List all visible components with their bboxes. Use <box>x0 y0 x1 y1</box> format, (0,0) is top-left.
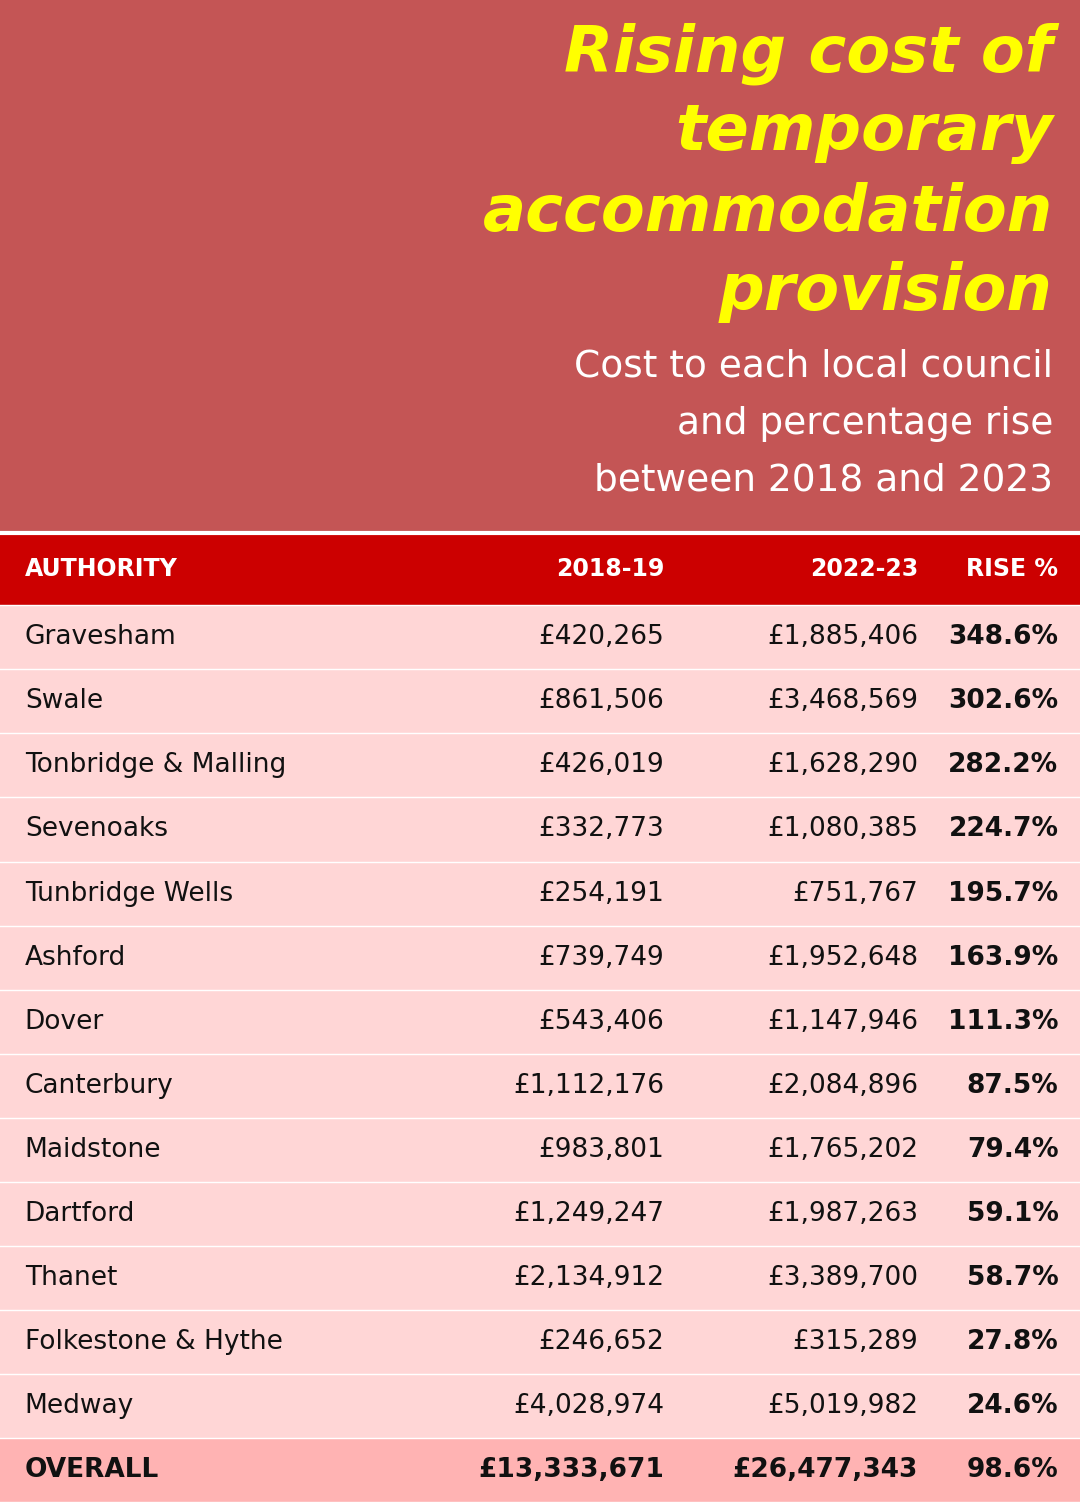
Text: £426,019: £426,019 <box>539 753 664 778</box>
Text: 2022-23: 2022-23 <box>810 557 918 581</box>
Text: £332,773: £332,773 <box>539 817 664 843</box>
Text: 58.7%: 58.7% <box>967 1265 1058 1290</box>
Text: £315,289: £315,289 <box>793 1329 918 1355</box>
Text: £3,468,569: £3,468,569 <box>767 688 918 715</box>
Text: and percentage rise: and percentage rise <box>677 406 1053 442</box>
Text: 79.4%: 79.4% <box>967 1137 1058 1163</box>
Text: 163.9%: 163.9% <box>948 945 1058 970</box>
Text: 195.7%: 195.7% <box>948 880 1058 907</box>
Text: £1,952,648: £1,952,648 <box>767 945 918 970</box>
Text: £13,333,671: £13,333,671 <box>478 1457 664 1482</box>
Text: £861,506: £861,506 <box>539 688 664 715</box>
Text: £26,477,343: £26,477,343 <box>732 1457 918 1482</box>
Text: 224.7%: 224.7% <box>948 817 1058 843</box>
Text: £1,080,385: £1,080,385 <box>767 817 918 843</box>
Text: £1,628,290: £1,628,290 <box>767 753 918 778</box>
Text: £1,987,263: £1,987,263 <box>767 1200 918 1227</box>
Bar <box>0 1054 1080 1117</box>
Text: Ashford: Ashford <box>25 945 126 970</box>
Text: £2,084,896: £2,084,896 <box>767 1072 918 1098</box>
Bar <box>0 1117 1080 1182</box>
Text: £1,147,946: £1,147,946 <box>767 1009 918 1035</box>
Text: 87.5%: 87.5% <box>967 1072 1058 1098</box>
Text: £3,389,700: £3,389,700 <box>767 1265 918 1290</box>
Text: Canterbury: Canterbury <box>25 1072 174 1098</box>
Text: Medway: Medway <box>25 1392 134 1419</box>
Text: £1,249,247: £1,249,247 <box>513 1200 664 1227</box>
Text: provision: provision <box>719 261 1053 323</box>
Bar <box>0 1182 1080 1245</box>
Text: RISE %: RISE % <box>967 557 1058 581</box>
Text: 302.6%: 302.6% <box>948 688 1058 715</box>
Text: 2018-19: 2018-19 <box>556 557 664 581</box>
Text: Folkestone & Hythe: Folkestone & Hythe <box>25 1329 283 1355</box>
Text: 98.6%: 98.6% <box>967 1457 1058 1482</box>
Text: £4,028,974: £4,028,974 <box>513 1392 664 1419</box>
Text: Dartford: Dartford <box>25 1200 135 1227</box>
Text: AUTHORITY: AUTHORITY <box>25 557 178 581</box>
Text: £420,265: £420,265 <box>539 625 664 650</box>
Bar <box>0 862 1080 925</box>
Text: 111.3%: 111.3% <box>948 1009 1058 1035</box>
Text: Tunbridge Wells: Tunbridge Wells <box>25 880 233 907</box>
Text: £739,749: £739,749 <box>539 945 664 970</box>
Bar <box>0 605 1080 670</box>
Bar <box>0 1245 1080 1310</box>
Text: Thanet: Thanet <box>25 1265 118 1290</box>
Bar <box>0 733 1080 798</box>
Text: temporary: temporary <box>675 102 1053 164</box>
Text: 348.6%: 348.6% <box>948 625 1058 650</box>
Text: Dover: Dover <box>25 1009 104 1035</box>
Text: 282.2%: 282.2% <box>948 753 1058 778</box>
Bar <box>0 533 1080 605</box>
Bar <box>0 990 1080 1054</box>
Bar <box>0 0 1080 533</box>
Text: £1,765,202: £1,765,202 <box>767 1137 918 1163</box>
Bar <box>0 670 1080 733</box>
Text: £751,767: £751,767 <box>793 880 918 907</box>
Text: £983,801: £983,801 <box>539 1137 664 1163</box>
Text: £2,134,912: £2,134,912 <box>513 1265 664 1290</box>
Bar <box>0 1374 1080 1437</box>
Text: £246,652: £246,652 <box>539 1329 664 1355</box>
Text: Cost to each local council: Cost to each local council <box>573 348 1053 385</box>
Text: £254,191: £254,191 <box>539 880 664 907</box>
Bar <box>0 798 1080 862</box>
Text: £1,112,176: £1,112,176 <box>513 1072 664 1098</box>
Text: Tonbridge & Malling: Tonbridge & Malling <box>25 753 286 778</box>
Bar <box>0 1437 1080 1502</box>
Text: between 2018 and 2023: between 2018 and 2023 <box>594 463 1053 499</box>
Bar <box>0 925 1080 990</box>
Text: OVERALL: OVERALL <box>25 1457 159 1482</box>
Text: £5,019,982: £5,019,982 <box>767 1392 918 1419</box>
Text: 24.6%: 24.6% <box>967 1392 1058 1419</box>
Text: Gravesham: Gravesham <box>25 625 177 650</box>
Text: £1,885,406: £1,885,406 <box>767 625 918 650</box>
Bar <box>0 1310 1080 1374</box>
Text: £543,406: £543,406 <box>539 1009 664 1035</box>
Text: accommodation: accommodation <box>483 182 1053 243</box>
Text: 59.1%: 59.1% <box>967 1200 1058 1227</box>
Text: Maidstone: Maidstone <box>25 1137 161 1163</box>
Text: Swale: Swale <box>25 688 103 715</box>
Text: Rising cost of: Rising cost of <box>565 23 1053 86</box>
Text: 27.8%: 27.8% <box>967 1329 1058 1355</box>
Text: Sevenoaks: Sevenoaks <box>25 817 167 843</box>
